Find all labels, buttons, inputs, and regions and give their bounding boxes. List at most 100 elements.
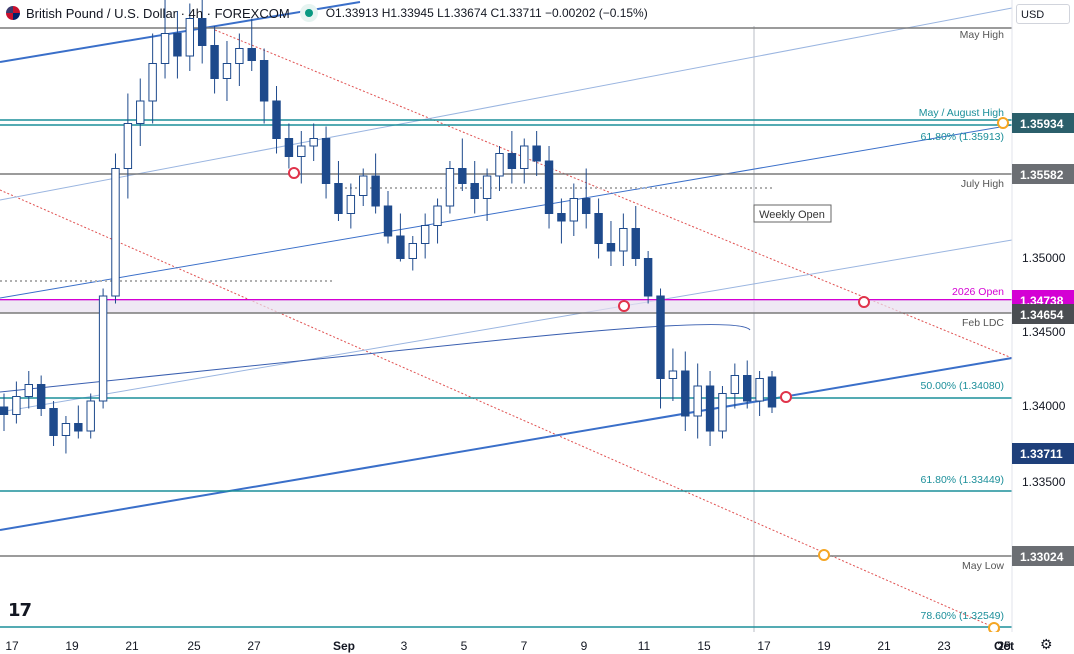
candle-body-down xyxy=(544,160,554,214)
candle-body-down xyxy=(272,100,281,139)
candle-body-down xyxy=(606,243,616,252)
candle xyxy=(755,371,764,416)
candle xyxy=(743,360,752,409)
price-axis-background xyxy=(1012,0,1074,654)
candle xyxy=(12,381,21,424)
candle xyxy=(705,371,715,446)
time-tick-label: 21 xyxy=(877,639,891,653)
candle-body-up xyxy=(359,175,368,196)
candle xyxy=(0,393,9,431)
last-price-tag: 1.33711 xyxy=(1020,447,1063,461)
moving-average-line xyxy=(0,324,751,393)
red-circle-marker xyxy=(288,167,300,179)
candle xyxy=(98,288,108,409)
candle-body-down xyxy=(49,408,58,436)
candle-body-down xyxy=(705,385,715,432)
symbol-title[interactable]: British Pound / U.S. Dollar · 4h · FOREX… xyxy=(26,5,290,21)
currency-selector[interactable]: USD xyxy=(1016,4,1070,24)
time-tick-label: 21 xyxy=(125,639,139,653)
candle-body-down xyxy=(210,45,219,79)
candle xyxy=(470,161,479,214)
candle xyxy=(197,0,207,64)
candle-body-up xyxy=(61,423,71,436)
candle-body-up xyxy=(693,385,702,417)
price-tag: 1.35934 xyxy=(1020,117,1064,131)
time-tick-label: 27 xyxy=(247,639,261,653)
candle-body-down xyxy=(247,48,256,61)
candle-body-down xyxy=(767,376,777,408)
candle xyxy=(185,3,195,71)
candle xyxy=(86,393,95,439)
candle xyxy=(247,18,256,71)
candle xyxy=(321,126,331,199)
candle xyxy=(643,251,653,304)
candle xyxy=(520,138,529,184)
time-tick-label: 19 xyxy=(65,639,79,653)
candle-body-down xyxy=(383,205,393,237)
tradingview-logo-icon[interactable]: 17 xyxy=(8,600,32,621)
time-tick-label: 23 xyxy=(937,639,951,653)
candle xyxy=(396,213,405,262)
candle xyxy=(569,183,579,236)
candle-body-down xyxy=(334,183,343,214)
price-tag: 1.33024 xyxy=(1020,550,1064,564)
candle xyxy=(482,168,492,221)
candle-body-up xyxy=(668,370,678,379)
candle xyxy=(507,131,517,184)
orange-circle-marker xyxy=(818,549,830,561)
candle xyxy=(173,11,182,79)
candle-body-up xyxy=(111,168,120,297)
price-tick-label: 1.34500 xyxy=(1022,325,1066,339)
candle xyxy=(346,183,356,229)
time-tick-label: 19 xyxy=(817,639,831,653)
level-label: May Low xyxy=(962,560,1004,572)
candle-body-down xyxy=(643,258,653,297)
level-label: May High xyxy=(960,29,1005,41)
price-tag: 1.34654 xyxy=(1020,308,1064,322)
price-tag-bg xyxy=(1012,113,1074,133)
candle-body-down xyxy=(557,213,566,222)
candle xyxy=(445,161,455,214)
candle-body-up xyxy=(755,378,764,402)
candle-body-up xyxy=(619,228,628,252)
level-label: 61.80% (1.35913) xyxy=(921,131,1004,143)
candle-body-up xyxy=(148,63,157,102)
candle xyxy=(581,168,591,229)
trendline-upper-thin xyxy=(0,7,1013,201)
time-tick-label: 9 xyxy=(581,639,588,653)
candle xyxy=(383,191,393,244)
settings-gear-icon[interactable]: ⚙ xyxy=(1040,636,1053,652)
price-tag-bg xyxy=(1012,546,1074,566)
candle-body-up xyxy=(123,123,133,169)
candle xyxy=(297,131,306,184)
candle-body-down xyxy=(321,138,331,184)
candle xyxy=(681,351,690,431)
candle xyxy=(259,48,269,124)
time-tick-label: 11 xyxy=(638,639,651,653)
ldc-zone xyxy=(0,300,1012,313)
candle xyxy=(730,363,740,409)
channel-lower-line xyxy=(0,189,1001,631)
time-axis-background xyxy=(0,632,1012,654)
level-label: 50.00% (1.34080) xyxy=(921,380,1004,392)
candle xyxy=(693,363,702,439)
candle-body-up xyxy=(309,138,318,147)
market-status-icon[interactable] xyxy=(299,4,318,22)
candle-body-down xyxy=(458,168,467,184)
candle xyxy=(148,33,157,124)
chart-header: British Pound / U.S. Dollar · 4h · FOREX… xyxy=(0,0,648,26)
candle xyxy=(111,153,120,304)
candle xyxy=(334,161,343,221)
annotation-group: Weekly Open xyxy=(753,204,832,223)
candle-body-up xyxy=(98,295,108,402)
candle xyxy=(222,41,232,101)
candle-body-up xyxy=(136,100,145,124)
trendline-lower-thin xyxy=(0,239,1013,413)
candle-body-down xyxy=(0,406,9,415)
candle-body-up xyxy=(297,145,306,157)
candle xyxy=(557,198,566,244)
red-circle-marker xyxy=(618,300,630,312)
candle-body-up xyxy=(420,225,430,244)
